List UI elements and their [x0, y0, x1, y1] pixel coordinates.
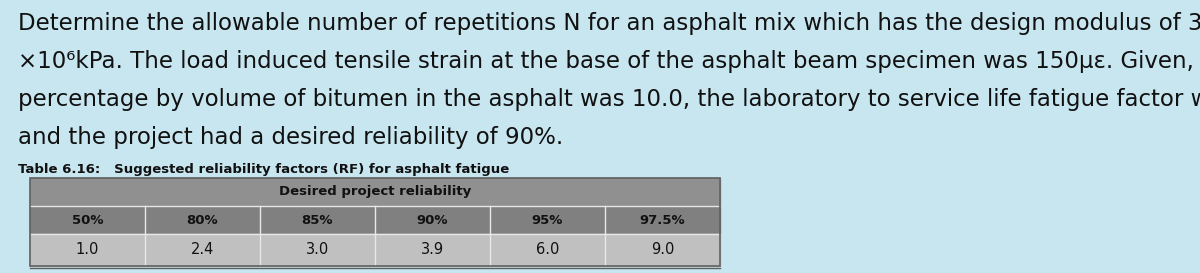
Text: 1.0: 1.0	[76, 242, 100, 257]
Bar	[490, 234, 605, 266]
Text: 6.0: 6.0	[536, 242, 559, 257]
Bar	[605, 234, 720, 266]
Text: Desired project reliability: Desired project reliability	[278, 185, 472, 198]
Text: 85%: 85%	[301, 213, 334, 227]
Text: 3.0: 3.0	[306, 242, 329, 257]
Text: 9.0: 9.0	[650, 242, 674, 257]
Text: Table 6.16:   Suggested reliability factors (RF) for asphalt fatigue: Table 6.16: Suggested reliability factor…	[18, 163, 509, 176]
Bar	[605, 206, 720, 234]
Bar	[30, 178, 720, 266]
Text: ×10⁶kPa. The load induced tensile strain at the base of the asphalt beam specime: ×10⁶kPa. The load induced tensile strain…	[18, 50, 1200, 73]
Bar	[30, 178, 720, 206]
Text: 50%: 50%	[72, 213, 103, 227]
Bar	[260, 234, 374, 266]
Text: Determine the allowable number of repetitions N for an asphalt mix which has the: Determine the allowable number of repeti…	[18, 12, 1200, 35]
Text: 97.5%: 97.5%	[640, 213, 685, 227]
Text: 2.4: 2.4	[191, 242, 214, 257]
Bar	[490, 206, 605, 234]
Text: 95%: 95%	[532, 213, 563, 227]
Bar	[30, 206, 145, 234]
Text: 3.9: 3.9	[421, 242, 444, 257]
Text: 80%: 80%	[187, 213, 218, 227]
Text: and the project had a desired reliability of 90%.: and the project had a desired reliabilit…	[18, 126, 563, 149]
Bar	[374, 234, 490, 266]
Text: 90%: 90%	[416, 213, 449, 227]
Text: percentage by volume of bitumen in the asphalt was 10.0, the laboratory to servi: percentage by volume of bitumen in the a…	[18, 88, 1200, 111]
Bar	[30, 234, 145, 266]
Bar	[145, 234, 260, 266]
Bar	[260, 206, 374, 234]
Bar	[145, 206, 260, 234]
Bar	[374, 206, 490, 234]
